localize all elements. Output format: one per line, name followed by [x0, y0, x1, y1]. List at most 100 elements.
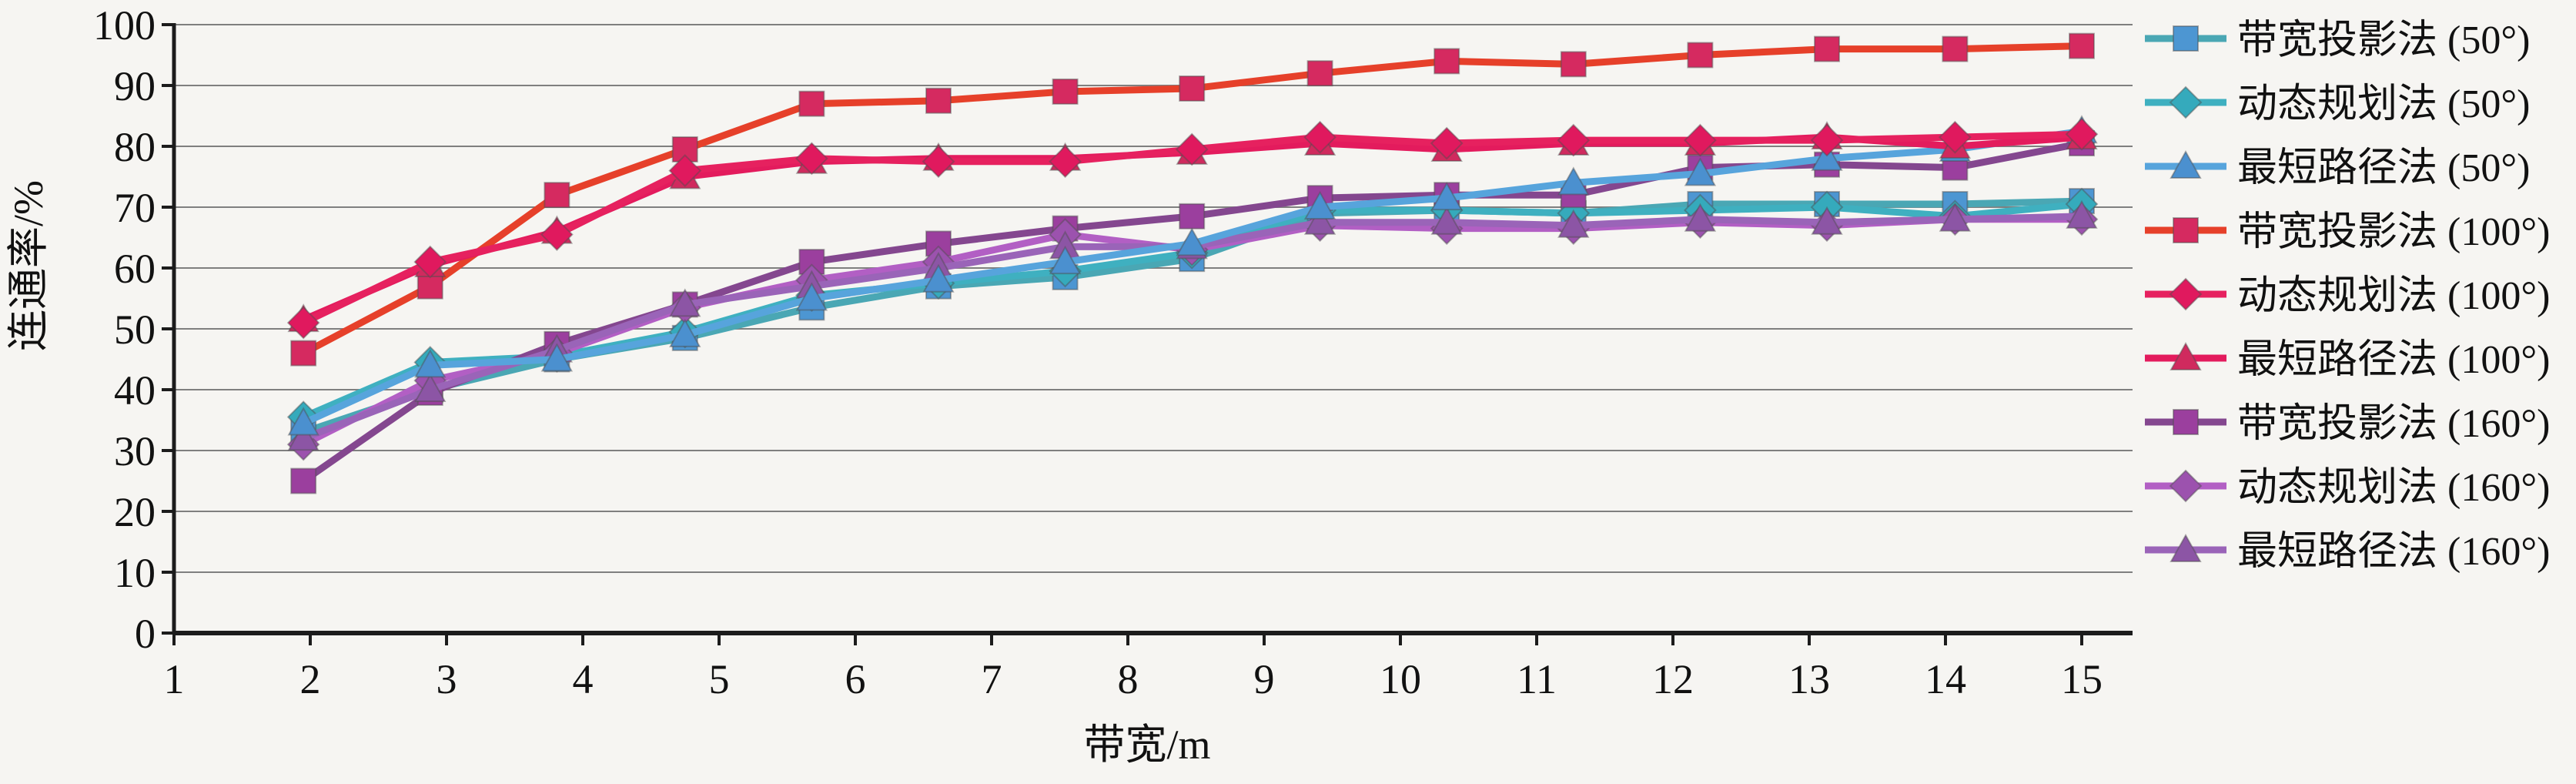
series-4-marker-11 — [1683, 123, 1717, 157]
y-tick-label-100: 100 — [93, 2, 156, 49]
legend-item-7: 动态规划法 (160°) — [2145, 466, 2550, 510]
legend-label-1: 动态规划法 (50°) — [2237, 82, 2530, 126]
x-tick-label-14: 14 — [1925, 656, 1966, 702]
series-2-marker-12 — [1811, 142, 1843, 171]
series-3-marker-10 — [1560, 51, 1587, 78]
x-tick-label-12: 12 — [1652, 656, 1694, 702]
series-4-marker-13 — [1938, 120, 1972, 154]
x-tick-label-4: 4 — [573, 656, 594, 702]
y-tick-label-0: 0 — [135, 611, 156, 657]
legend-marker-8 — [2170, 533, 2202, 562]
series-3-marker-2 — [544, 182, 570, 209]
legend-label-8: 最短路径法 (160°) — [2237, 530, 2550, 574]
series-2-marker-11 — [1684, 157, 1717, 186]
x-tick-label-6: 6 — [845, 656, 866, 702]
y-axis-title: 连通率/% — [5, 180, 52, 351]
series-3-marker-5 — [925, 87, 952, 114]
series-3-marker-13 — [1942, 35, 1969, 62]
x-tick-label-3: 3 — [437, 656, 457, 702]
series-8-marker-9 — [1430, 206, 1463, 235]
legend-marker-0 — [2173, 25, 2199, 52]
legend-marker-5 — [2170, 341, 2202, 370]
legend-marker-6 — [2173, 409, 2199, 435]
series-8-marker-14 — [2066, 199, 2098, 229]
legend-label-7: 动态规划法 (160°) — [2237, 466, 2550, 510]
series-4-marker-10 — [1557, 123, 1591, 157]
legend-item-2: 最短路径法 (50°) — [2145, 146, 2530, 190]
legend-label-6: 带宽投影法 (160°) — [2237, 402, 2550, 446]
series-4-marker-4 — [795, 142, 828, 176]
series-2-marker-1 — [414, 349, 447, 378]
series-3-marker-14 — [2069, 32, 2095, 59]
series-8-marker-12 — [1811, 206, 1843, 235]
series-3-marker-9 — [1434, 48, 1460, 75]
series-4-marker-6 — [1049, 145, 1082, 179]
legend-item-8: 最短路径法 (160°) — [2145, 530, 2550, 574]
series-2-marker-5 — [922, 263, 955, 293]
series-4-marker-8 — [1303, 120, 1337, 154]
legend-item-5: 最短路径法 (100°) — [2145, 338, 2550, 382]
series-4-marker-1 — [413, 245, 447, 279]
series-4-marker-9 — [1430, 126, 1464, 160]
series-2-marker-3 — [669, 318, 701, 347]
y-tick-label-70: 70 — [114, 185, 156, 231]
series-8-marker-3 — [669, 288, 701, 317]
series-8-marker-1 — [414, 373, 447, 402]
x-tick-label-11: 11 — [1517, 656, 1557, 702]
x-tick-label-15: 15 — [2061, 656, 2103, 702]
series-2-marker-7 — [1176, 227, 1208, 256]
legend-marker-3 — [2173, 217, 2199, 243]
legend-label-5: 最短路径法 (100°) — [2237, 338, 2550, 382]
x-tick-label-2: 2 — [300, 656, 321, 702]
y-tick-label-10: 10 — [114, 550, 156, 596]
series-2-marker-4 — [795, 282, 828, 311]
y-tick-label-50: 50 — [114, 307, 156, 353]
x-tick-label-8: 8 — [1118, 656, 1139, 702]
series-2-marker-10 — [1557, 166, 1590, 196]
x-tick-label-9: 9 — [1254, 656, 1275, 702]
x-tick-label-5: 5 — [709, 656, 730, 702]
legend-item-0: 带宽投影法 (50°) — [2145, 18, 2530, 62]
legend-label-4: 动态规划法 (100°) — [2237, 274, 2550, 318]
series-8-marker-11 — [1684, 203, 1717, 232]
legend-item-3: 带宽投影法 (100°) — [2145, 210, 2550, 254]
series-2-marker-0 — [287, 407, 319, 436]
legend-item-6: 带宽投影法 (160°) — [2145, 402, 2550, 446]
series-4-marker-12 — [1810, 123, 1844, 157]
series-2-marker-8 — [1303, 190, 1337, 219]
series-3-marker-6 — [1052, 78, 1079, 105]
series-4-marker-0 — [286, 306, 320, 340]
legend-label-0: 带宽投影法 (50°) — [2237, 18, 2530, 62]
x-tick-label-1: 1 — [164, 656, 185, 702]
y-tick-label-90: 90 — [114, 63, 156, 109]
legend-label-2: 最短路径法 (50°) — [2237, 146, 2530, 190]
legend-item-1: 动态规划法 (50°) — [2145, 82, 2530, 126]
legend-marker-7 — [2169, 469, 2203, 503]
series-6-marker-0 — [290, 467, 317, 494]
legend-marker-1 — [2169, 85, 2203, 119]
series-4-marker-2 — [540, 218, 574, 251]
series-3-marker-0 — [290, 340, 317, 367]
y-tick-label-60: 60 — [114, 246, 156, 292]
legend-marker-2 — [2170, 149, 2202, 179]
series-4-marker-14 — [2065, 117, 2099, 151]
y-tick-label-20: 20 — [114, 489, 156, 535]
x-tick-label-7: 7 — [982, 656, 1002, 702]
x-tick-label-10: 10 — [1380, 656, 1421, 702]
x-tick-label-13: 13 — [1788, 656, 1830, 702]
series-3-marker-4 — [798, 90, 825, 117]
series-3-marker-8 — [1306, 60, 1333, 87]
series-8-marker-0 — [287, 422, 319, 451]
series-2-marker-2 — [540, 343, 574, 372]
series-2-marker-6 — [1049, 246, 1082, 275]
series-4-marker-7 — [1175, 132, 1209, 166]
legend-label-3: 带宽投影法 (100°) — [2237, 210, 2550, 254]
legend-item-4: 动态规划法 (100°) — [2145, 274, 2550, 318]
x-axis-title: 带宽/m — [1083, 722, 1210, 768]
series-3-marker-11 — [1687, 42, 1714, 69]
series-4-marker-3 — [668, 154, 702, 188]
series-8-marker-10 — [1557, 209, 1590, 238]
